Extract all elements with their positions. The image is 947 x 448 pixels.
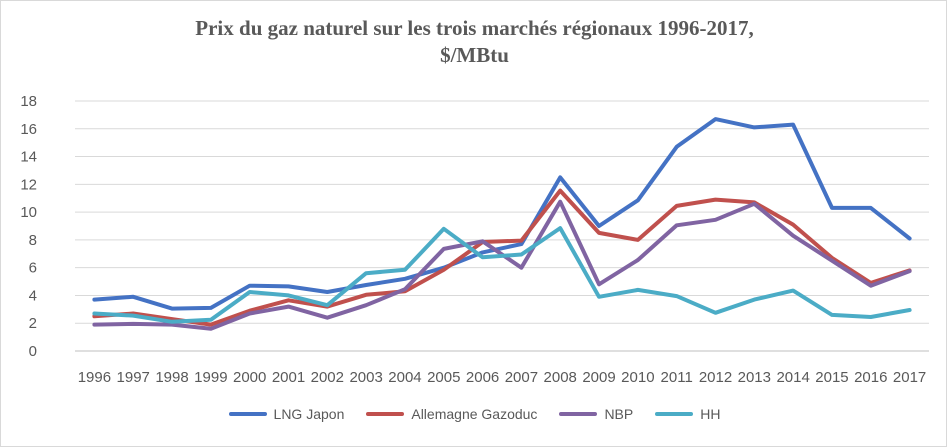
series-line-hh: [92, 226, 912, 324]
chart-title: Prix du gaz naturel sur les trois marché…: [1, 15, 947, 69]
x-tick-label: 2005: [427, 369, 460, 386]
x-tick-label: 1999: [194, 369, 227, 386]
x-tick-label: 2017: [893, 369, 926, 386]
legend-label: Allemagne Gazoduc: [411, 406, 538, 422]
legend-item: NBP: [559, 406, 633, 422]
x-tick-label: 2001: [272, 369, 305, 386]
x-tick-label: 2004: [388, 369, 421, 386]
y-tick-label: 0: [29, 343, 37, 360]
chart-title-line1: Prix du gaz naturel sur les trois marché…: [195, 16, 754, 40]
x-tick-label: 2013: [738, 369, 771, 386]
x-tick-label: 1996: [78, 369, 111, 386]
x-tick-label: 2016: [854, 369, 887, 386]
series-lines: [92, 117, 912, 331]
x-tick-label: 2000: [233, 369, 266, 386]
x-tick-label: 2008: [544, 369, 577, 386]
x-tick-label: 2015: [815, 369, 848, 386]
legend-swatch: [559, 412, 598, 416]
x-tick-label: 2010: [621, 369, 654, 386]
legend-label: HH: [700, 406, 721, 422]
y-tick-label: 14: [20, 149, 37, 166]
x-tick-label: 2011: [661, 369, 693, 386]
legend: LNG Japon Allemagne Gazoduc NBP HH: [1, 406, 947, 422]
y-tick-label: 8: [29, 232, 37, 249]
x-tick-label: 1997: [117, 369, 150, 386]
legend-swatch: [366, 412, 405, 416]
x-tick-label: 2014: [776, 369, 809, 386]
y-tick-label: 4: [29, 287, 37, 304]
series-line-lng-japon: [92, 117, 912, 311]
y-tick-label: 2: [29, 315, 37, 332]
gridlines: [75, 100, 929, 352]
y-axis-ticks: 0 2 4 6 8 10 12 14 16 18: [20, 93, 37, 360]
x-tick-label: 1998: [155, 369, 188, 386]
legend-item: HH: [655, 406, 720, 422]
y-tick-label: 10: [20, 204, 37, 221]
legend-label: NBP: [604, 406, 634, 422]
chart-title-line2: $/MBtu: [440, 43, 509, 67]
x-tick-label: 2006: [466, 369, 499, 386]
x-axis-ticks: 1996 1997 1998 1999 2000 2001 2002 2003 2004 2005…: [78, 369, 927, 386]
legend-swatch: [228, 412, 267, 416]
x-tick-label: 2002: [311, 369, 344, 386]
y-tick-label: 16: [20, 121, 37, 138]
legend-item: LNG Japon: [228, 406, 345, 422]
x-tick-label: 2009: [582, 369, 615, 386]
legend-swatch: [655, 412, 694, 416]
legend-label: LNG Japon: [273, 406, 345, 422]
y-tick-label: 18: [20, 93, 37, 110]
legend-item: Allemagne Gazoduc: [366, 406, 537, 422]
x-tick-label: 2012: [699, 369, 732, 386]
y-tick-label: 12: [20, 176, 37, 193]
series-line-allemagne-gazoduc: [92, 188, 912, 327]
x-tick-label: 2003: [349, 369, 382, 386]
y-tick-label: 6: [29, 260, 37, 277]
x-tick-label: 2007: [505, 369, 538, 386]
